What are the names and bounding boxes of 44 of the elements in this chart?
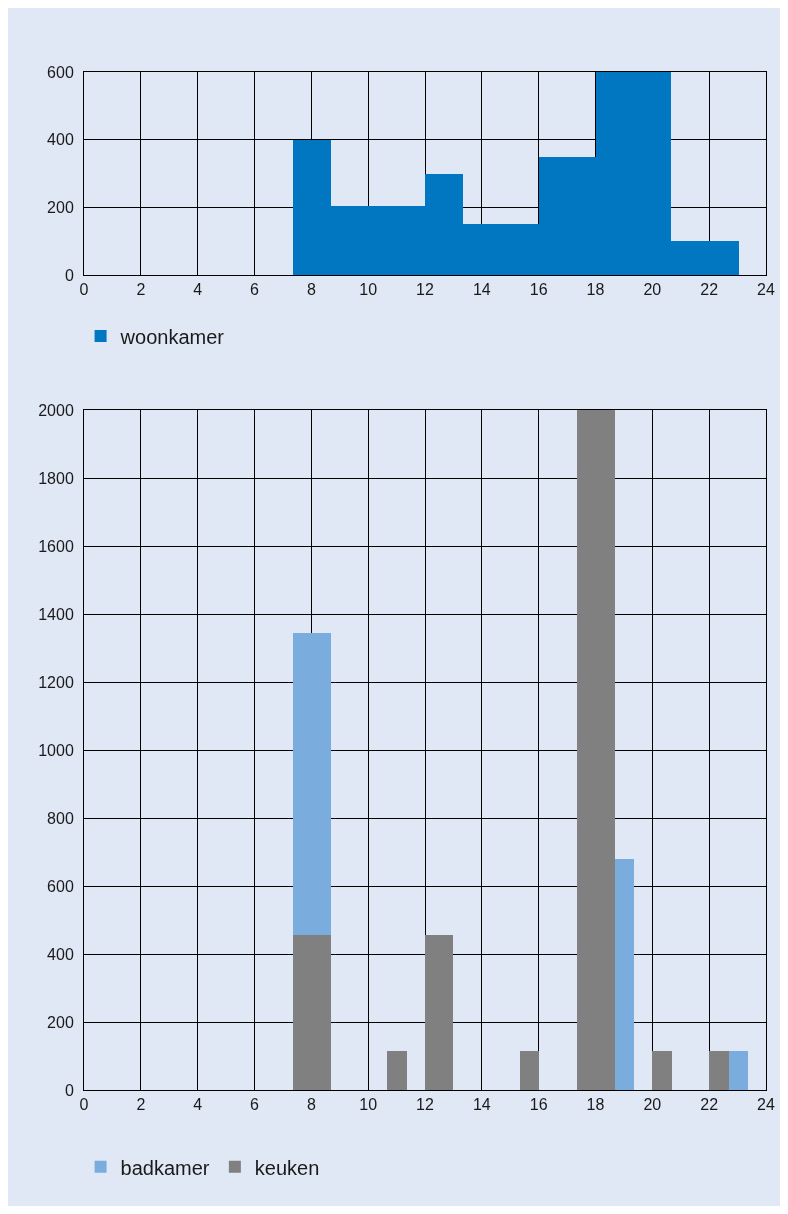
y-tick-label: 1400 [38,605,74,623]
y-tick-label: 1000 [38,741,74,759]
legend-label: keuken [254,1156,320,1179]
x-tick-label: 6 [250,1096,260,1114]
x-tick-label: 6 [250,281,260,299]
x-tick-label: 12 [416,281,434,299]
x-tick-label: 0 [79,1096,89,1114]
legend-label: badkamer [120,1156,210,1179]
x-tick-label: 10 [359,1096,378,1114]
y-tick-label: 400 [47,131,74,149]
x-tick-label: 2 [136,1096,146,1114]
y-tick-label: 0 [64,1081,74,1099]
x-tick-label: 20 [643,281,662,299]
x-tick-label: 4 [193,281,203,299]
x-tick-label: 14 [472,1096,491,1114]
y-tick-label: 1800 [38,469,74,487]
legend-label: woonkamer [119,325,225,348]
x-tick-label: 18 [586,281,605,299]
y-tick-label: 1200 [38,673,74,691]
y-tick-label: 200 [47,198,74,216]
y-tick-label: 600 [47,63,74,81]
x-tick-label: 20 [643,1096,662,1114]
x-tick-label: 16 [529,281,548,299]
x-tick-label: 24 [757,281,775,299]
x-tick-label: 8 [306,1096,316,1114]
x-tick-label: 14 [472,281,491,299]
y-tick-label: 0 [64,266,74,284]
y-tick-label: 200 [47,1013,74,1031]
y-tick-label: 1600 [38,537,74,555]
y-tick-label: 800 [47,809,74,827]
x-tick-label: 24 [757,1096,775,1114]
x-tick-label: 2 [136,281,146,299]
y-tick-label: 600 [47,877,74,895]
x-tick-label: 10 [359,281,378,299]
y-tick-label: 400 [47,945,74,963]
x-tick-label: 12 [416,1096,434,1114]
x-tick-label: 4 [193,1096,203,1114]
x-tick-label: 22 [700,281,719,299]
x-tick-label: 0 [79,281,89,299]
x-tick-label: 18 [586,1096,605,1114]
x-tick-label: 16 [529,1096,548,1114]
x-tick-label: 8 [306,281,316,299]
y-tick-label: 2000 [38,401,74,419]
x-tick-label: 22 [700,1096,719,1114]
